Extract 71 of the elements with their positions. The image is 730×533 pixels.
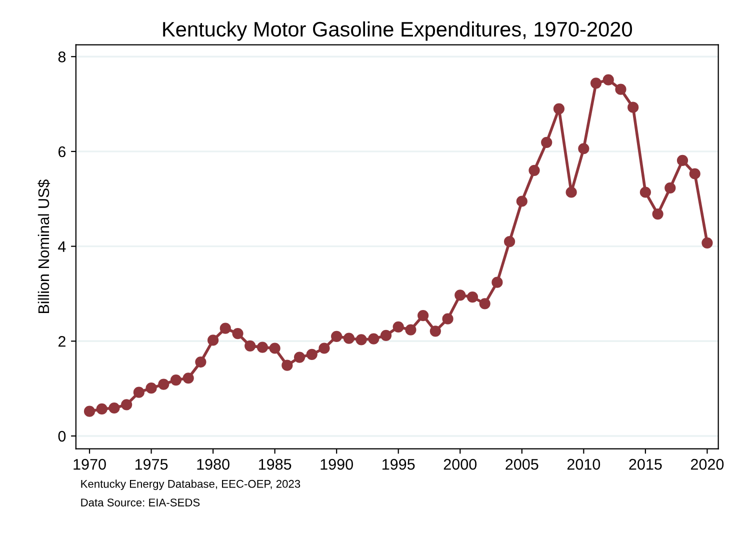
point [479, 298, 490, 310]
point [207, 334, 219, 346]
y-tick-label: 2 [58, 336, 66, 347]
point [380, 330, 392, 342]
y-axis-title: Billion Nominal US$ [38, 180, 50, 314]
x-tick-label: 1970 [74, 458, 106, 470]
source-note: Data Source: EIA-SEDS [81, 498, 200, 506]
point [640, 186, 651, 198]
point [232, 328, 244, 340]
point [269, 342, 280, 354]
point [318, 342, 330, 354]
point [418, 310, 429, 322]
point [702, 237, 713, 249]
x-tick-label: 2010 [567, 458, 600, 470]
point [182, 372, 194, 384]
point [628, 102, 639, 113]
point [541, 136, 552, 148]
chart-title: Kentucky Motor Gasoline Expenditures, 1970-2020 [163, 21, 632, 41]
text: Kentucky Energy Database, EEC-OEP, 2023 [81, 480, 300, 490]
point [195, 356, 206, 368]
point [121, 399, 132, 410]
x-tick-label: 1975 [135, 458, 168, 470]
point [689, 168, 700, 180]
y-tick-label: 0 [58, 430, 66, 442]
point [615, 84, 626, 95]
point [368, 333, 380, 344]
point [306, 348, 318, 360]
y-tick-label: 4 [58, 241, 66, 252]
point [528, 164, 540, 176]
point [430, 326, 441, 337]
point [356, 334, 367, 346]
point [146, 382, 157, 394]
point [343, 332, 354, 344]
x-tick-label: 1985 [258, 458, 292, 470]
point [442, 313, 454, 324]
point [294, 352, 306, 363]
x-tick-label: 1995 [382, 458, 415, 470]
point [244, 340, 256, 352]
x-tick-label: 1990 [320, 458, 353, 470]
point [454, 290, 466, 301]
point [602, 74, 614, 86]
point [220, 322, 231, 334]
point [566, 186, 577, 198]
point [553, 103, 565, 114]
point [96, 403, 108, 415]
point [590, 78, 602, 89]
point [108, 402, 120, 414]
point [492, 276, 503, 288]
point [504, 236, 516, 248]
x-tick-label: 2020 [690, 458, 724, 470]
y-tick-label: 6 [58, 146, 66, 158]
point [516, 196, 528, 207]
point [578, 143, 590, 154]
x-tick-label: 1980 [197, 458, 230, 470]
point [133, 386, 144, 398]
point [84, 406, 96, 417]
point [652, 208, 664, 220]
point [256, 342, 268, 353]
point [282, 360, 293, 371]
point [392, 321, 404, 332]
point [466, 291, 478, 303]
y-tick-label: 8 [58, 51, 66, 62]
point [158, 378, 170, 390]
x-tick-label: 2000 [444, 458, 477, 470]
point [331, 330, 342, 342]
x-tick-label: 2015 [629, 458, 662, 470]
point [664, 182, 676, 194]
x-tick-label: 2005 [506, 458, 538, 470]
point [170, 374, 182, 386]
point [676, 154, 688, 166]
point [405, 324, 416, 336]
